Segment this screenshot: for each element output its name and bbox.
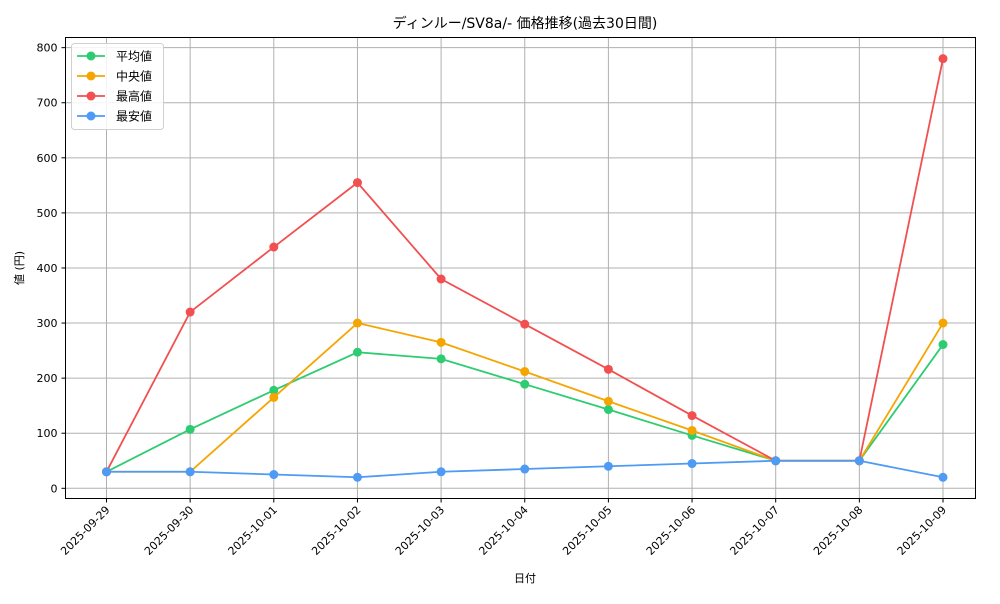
data-point: [938, 472, 948, 482]
series-3: [102, 456, 948, 482]
y-tick-label: 200: [37, 372, 58, 385]
chart-title: ディンルー/SV8a/- 価格推移(過去30日間): [393, 15, 658, 32]
legend-marker-icon: [86, 51, 96, 61]
legend-item: 最安値: [77, 109, 152, 124]
data-point: [352, 347, 362, 357]
data-point: [520, 367, 530, 377]
grid-lines: [65, 37, 976, 499]
data-point: [436, 274, 446, 284]
data-point: [269, 242, 279, 252]
x-axis-ticks: 2025-09-29 2025-09-30 2025-10-01 2025-10-02…: [58, 498, 949, 558]
y-tick-label: 0: [51, 482, 58, 495]
data-point: [520, 379, 530, 389]
legend-label: 最安値: [116, 109, 152, 124]
data-point: [352, 318, 362, 328]
data-point: [938, 54, 948, 64]
x-tick-label: 2025-10-03: [393, 503, 447, 557]
data-point: [938, 318, 948, 328]
y-tick-label: 100: [37, 427, 58, 440]
data-point: [436, 354, 446, 364]
legend-item: 最高値: [77, 89, 152, 104]
x-tick-label: 2025-09-29: [58, 503, 112, 557]
data-point: [687, 425, 697, 435]
legend-item: 平均値: [77, 49, 152, 64]
x-tick-label: 2025-09-30: [142, 503, 196, 557]
series-layer: [102, 54, 948, 482]
data-point: [603, 461, 613, 471]
y-tick-label: 500: [37, 207, 58, 220]
data-point: [185, 467, 195, 477]
data-point: [771, 456, 781, 466]
legend-marker-icon: [86, 91, 96, 101]
data-point: [687, 459, 697, 469]
data-point: [185, 424, 195, 434]
legend-label: 平均値: [116, 49, 152, 64]
legend-label: 中央値: [116, 69, 152, 84]
legend-label: 最高値: [116, 89, 152, 104]
y-axis-label: 値 (円): [13, 251, 26, 285]
legend-box: [71, 43, 164, 130]
x-tick-label: 2025-10-02: [309, 503, 363, 557]
x-tick-label: 2025-10-07: [727, 503, 781, 557]
data-point: [603, 405, 613, 415]
y-tick-label: 700: [37, 97, 58, 110]
data-point: [352, 472, 362, 482]
data-point: [603, 364, 613, 374]
data-point: [687, 411, 697, 421]
data-point: [102, 467, 111, 477]
y-tick-label: 800: [37, 42, 58, 55]
data-point: [185, 307, 195, 317]
data-point: [520, 319, 530, 329]
data-point: [269, 385, 279, 395]
x-tick-label: 2025-10-01: [226, 503, 280, 557]
data-point: [436, 467, 446, 477]
data-point: [352, 178, 362, 188]
data-point: [436, 337, 446, 347]
x-tick-label: 2025-10-04: [476, 503, 530, 557]
legend-marker-icon: [86, 111, 96, 121]
x-tick-label: 2025-10-06: [644, 503, 698, 557]
x-tick-label: 2025-10-05: [560, 503, 614, 557]
legend-item: 中央値: [77, 69, 152, 84]
y-tick-label: 600: [37, 152, 58, 165]
y-tick-label: 400: [37, 262, 58, 275]
legend-marker-icon: [86, 71, 96, 81]
data-point: [520, 464, 530, 474]
y-axis-ticks: 0 100 200 300 400 500 600 700 800: [37, 42, 66, 495]
y-tick-label: 300: [37, 317, 58, 330]
x-tick-label: 2025-10-09: [895, 503, 949, 557]
data-point: [269, 470, 279, 480]
x-tick-label: 2025-10-08: [811, 503, 865, 557]
data-point: [269, 392, 279, 402]
data-point: [603, 396, 613, 406]
x-axis-label: 日付: [514, 572, 536, 585]
data-point: [854, 456, 864, 466]
data-point: [938, 340, 948, 350]
